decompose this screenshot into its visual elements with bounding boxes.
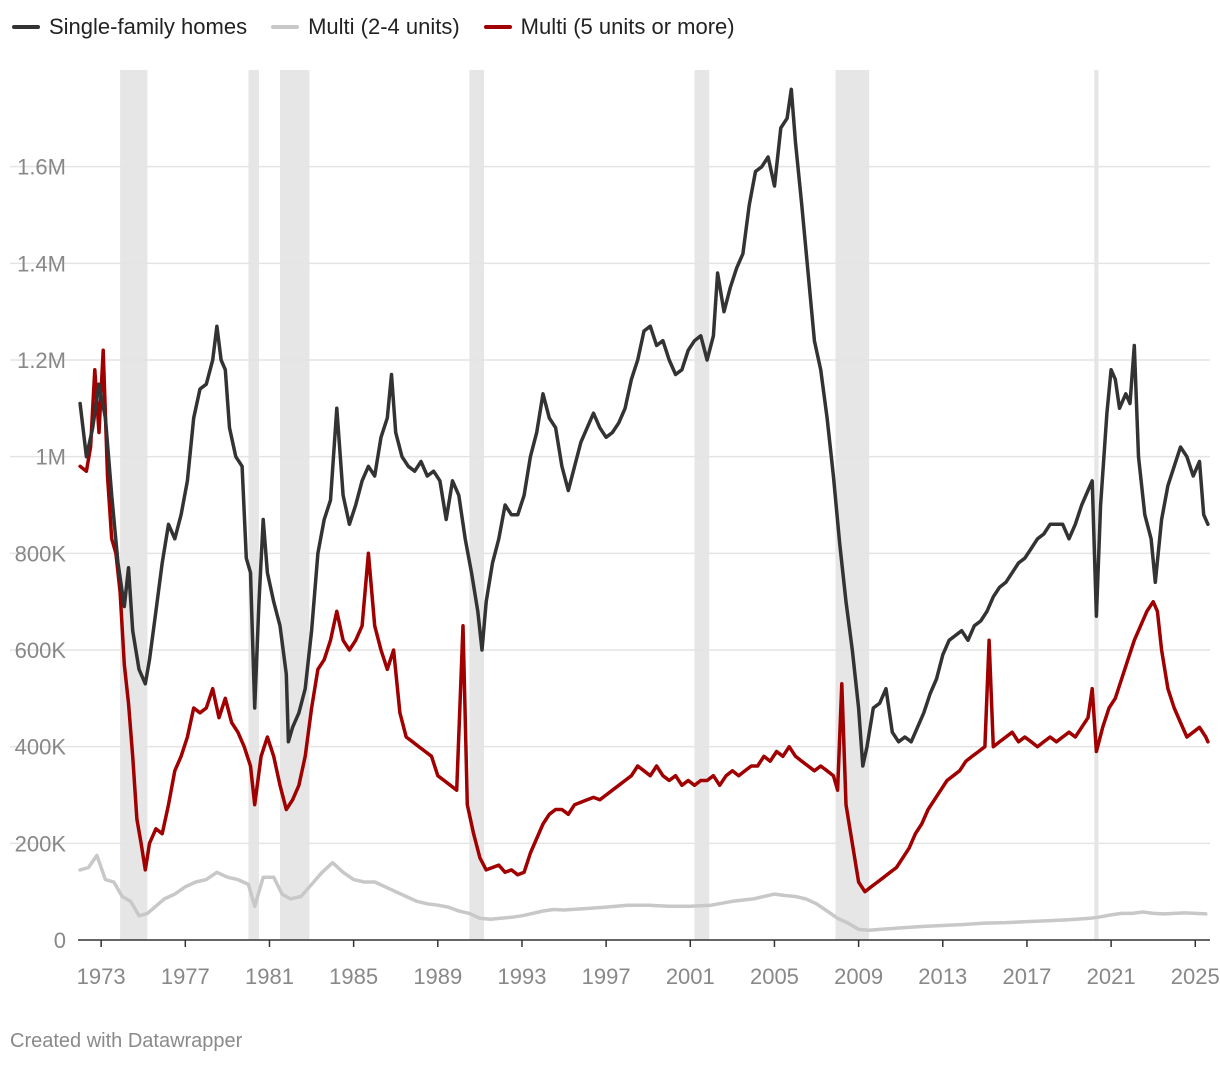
legend-swatch-multi-2-4 <box>271 25 300 29</box>
series-line-multi-5-units-or-more[interactable] <box>78 348 1210 894</box>
x-tick-label-1993: 1993 <box>497 964 546 989</box>
y-tick-label-1m: 1M <box>35 445 66 470</box>
y-tick-label-600k: 600K <box>15 638 67 663</box>
gridlines <box>10 165 1210 845</box>
recession-band-5 <box>835 70 870 940</box>
x-tick-label-2017: 2017 <box>1002 964 1051 989</box>
x-tick-label-1981: 1981 <box>245 964 294 989</box>
x-tick-label-1977: 1977 <box>161 964 210 989</box>
legend-label-multi-2-4: Multi (2-4 units) <box>308 14 460 39</box>
x-tick-label-1997: 1997 <box>582 964 631 989</box>
recession-bands <box>120 70 1099 940</box>
footer-credit: Created with Datawrapper <box>10 1030 243 1052</box>
legend-swatch-single-family <box>12 25 40 29</box>
recession-band-2 <box>279 70 310 940</box>
recession-band-1 <box>248 70 259 940</box>
x-tick-label-1973: 1973 <box>77 964 126 989</box>
axes: 0 200K 400K 600K 800K 1M 1.2M 1.4M 1.6M 1973 1977 1… <box>15 155 1220 989</box>
legend-item-multi-2-4[interactable]: Multi (2-4 units) <box>271 14 460 40</box>
x-tick-label-1985: 1985 <box>329 964 378 989</box>
legend-item-single-family[interactable]: Single-family homes <box>12 14 247 40</box>
y-tick-label-400k: 400K <box>15 735 67 760</box>
y-tick-label-800k: 800K <box>15 541 67 566</box>
x-tick-label-2013: 2013 <box>918 964 967 989</box>
recession-band-0 <box>120 70 148 940</box>
legend: Single-family homes Multi (2-4 units) Mu… <box>12 14 735 40</box>
x-tick-label-2021: 2021 <box>1087 964 1136 989</box>
x-tick-label-2005: 2005 <box>750 964 799 989</box>
y-tick-label-1-6m: 1.6M <box>17 155 66 180</box>
x-tick-label-2009: 2009 <box>834 964 883 989</box>
y-tick-label-200k: 200K <box>15 831 67 856</box>
line-chart: 0 200K 400K 600K 800K 1M 1.2M 1.4M 1.6M 1973 1977 1… <box>10 70 1220 989</box>
y-tick-label-0: 0 <box>54 928 66 953</box>
x-tick-label-1989: 1989 <box>413 964 462 989</box>
x-tick-label-2025: 2025 <box>1171 964 1220 989</box>
recession-band-4 <box>694 70 710 940</box>
series-lines <box>78 87 1210 933</box>
legend-swatch-multi-5-plus <box>483 25 512 29</box>
recession-band-6 <box>1094 70 1099 940</box>
legend-item-multi-5-plus[interactable]: Multi (5 units or more) <box>483 14 735 40</box>
legend-label-single-family: Single-family homes <box>49 14 248 39</box>
recession-band-3 <box>469 70 485 940</box>
y-tick-label-1-4m: 1.4M <box>17 251 66 276</box>
y-tick-label-1-2m: 1.2M <box>17 348 66 373</box>
legend-label-multi-5-plus: Multi (5 units or more) <box>520 14 735 39</box>
series-line-single-family-homes[interactable] <box>78 87 1210 768</box>
series-line-multi-2-4-units[interactable] <box>78 853 1208 933</box>
x-tick-label-2001: 2001 <box>666 964 715 989</box>
